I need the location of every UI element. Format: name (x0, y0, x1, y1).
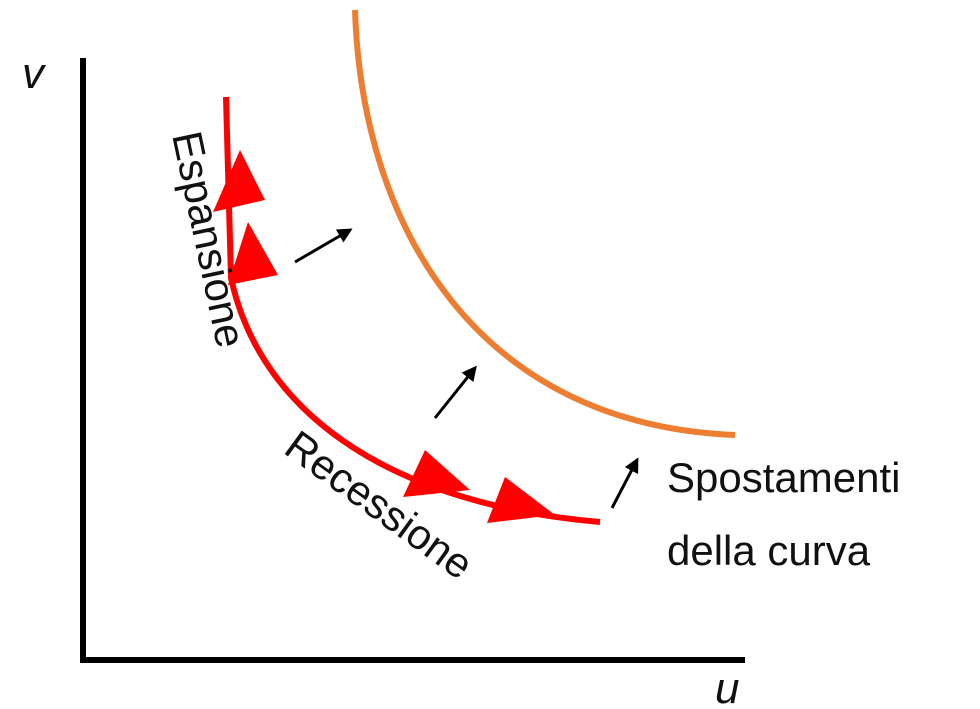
shift-arrow (433, 365, 477, 419)
arrowhead (228, 222, 278, 285)
y-axis-label: v (22, 49, 47, 98)
shifted-curve (352, 9, 736, 438)
shift-arrow (294, 228, 353, 264)
shift-arrow (610, 457, 639, 509)
arrowhead (403, 450, 470, 497)
arrowhead (213, 150, 265, 212)
axes (80, 58, 745, 663)
arrowhead (487, 477, 555, 523)
x-axis-label: u (715, 664, 739, 709)
recession-label: Recessione (277, 421, 482, 588)
annotation: Spostamenti (667, 454, 900, 501)
annotation: della curva (667, 527, 871, 574)
